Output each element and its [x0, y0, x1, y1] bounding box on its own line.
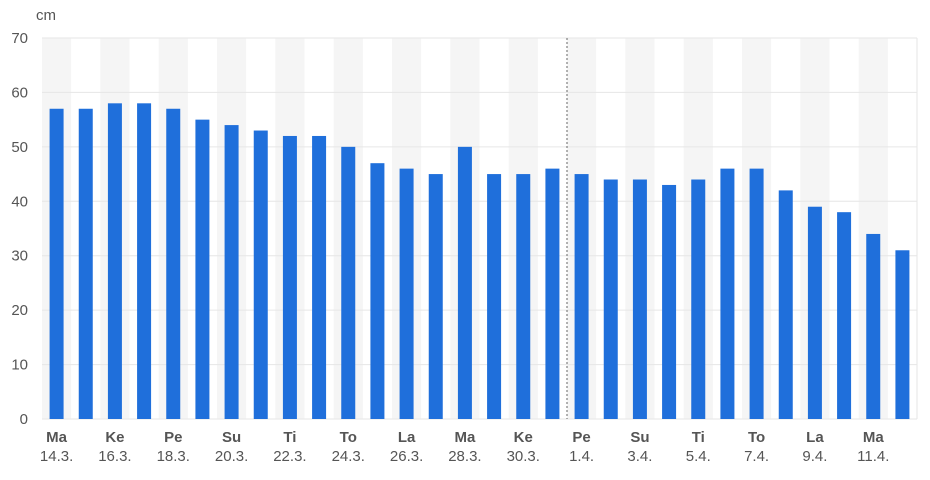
bar-30.3.: [516, 174, 531, 419]
x-label-day: Su: [222, 429, 241, 446]
bar-15.3.: [78, 108, 93, 419]
x-label-date: 24.3.: [332, 448, 365, 465]
gridlines: [42, 37, 918, 420]
x-label-date: 22.3.: [273, 448, 306, 465]
y-tick-label: 30: [11, 248, 28, 265]
x-label-date: 16.3.: [98, 448, 131, 465]
x-label-day: Ma: [454, 429, 475, 446]
bar-29.3.: [487, 174, 502, 419]
bar-1.4.: [574, 174, 589, 419]
bar-18.3.: [166, 108, 181, 419]
x-label-date: 1.4.: [569, 448, 594, 465]
x-label-day: Ke: [514, 429, 533, 446]
y-tick-label: 10: [11, 357, 28, 374]
bars: [49, 103, 910, 420]
x-label-date: 30.3.: [507, 448, 540, 465]
x-label-day: Ti: [692, 429, 705, 446]
bar-12.4.: [895, 250, 910, 419]
x-label-day: Pe: [164, 429, 182, 446]
y-axis-ticks: 0 10 20 30 40 50 60 70: [11, 30, 28, 428]
bar-26.3.: [399, 168, 414, 419]
x-label-date: 26.3.: [390, 448, 423, 465]
x-label-day: Pe: [572, 429, 590, 446]
bar-14.3.: [49, 108, 64, 419]
x-label-date: 5.4.: [686, 448, 711, 465]
y-tick-label: 0: [20, 411, 28, 428]
y-tick-label: 20: [11, 302, 28, 319]
x-label-date: 28.3.: [448, 448, 481, 465]
bar-8.4.: [778, 190, 793, 419]
x-label-day: Ti: [283, 429, 296, 446]
x-label-day: To: [748, 429, 765, 446]
bar-11.4.: [866, 233, 881, 419]
bar-19.3.: [195, 119, 210, 420]
bar-3.4.: [632, 179, 647, 419]
x-label-date: 11.4.: [857, 448, 889, 465]
bar-4.4.: [662, 184, 677, 419]
x-label-day: Ma: [863, 429, 884, 446]
bar-9.4.: [807, 206, 822, 419]
bar-10.4.: [837, 212, 852, 419]
bar-20.3.: [224, 125, 239, 419]
bar-27.3.: [428, 174, 443, 419]
bar-24.3.: [341, 146, 356, 419]
x-axis-labels: Ma 14.3. Ke 16.3. Pe 18.3. Su 20.3. Ti 22.3. To 24.…: [40, 429, 889, 465]
y-axis-unit-label: cm: [36, 7, 56, 24]
x-label-date: 20.3.: [215, 448, 248, 465]
x-label-day: Su: [630, 429, 649, 446]
bar-17.3.: [137, 103, 152, 420]
x-label-date: 14.3.: [40, 448, 73, 465]
x-label-date: 18.3.: [157, 448, 190, 465]
x-label-date: 3.4.: [627, 448, 652, 465]
bar-5.4.: [691, 179, 706, 419]
bar-16.3.: [107, 103, 122, 420]
x-label-day: Ma: [46, 429, 67, 446]
y-tick-label: 50: [11, 139, 28, 156]
x-label-day: La: [398, 429, 416, 446]
bar-21.3.: [253, 130, 268, 419]
x-label-day: La: [806, 429, 824, 446]
bar-2.4.: [603, 179, 618, 419]
x-label-day: To: [340, 429, 357, 446]
x-label-date: 7.4.: [744, 448, 769, 465]
bar-28.3.: [457, 146, 472, 419]
bar-25.3.: [370, 163, 385, 419]
bar-6.4.: [720, 168, 735, 419]
bar-22.3.: [282, 135, 297, 419]
x-label-day: Ke: [105, 429, 124, 446]
y-tick-label: 40: [11, 193, 28, 210]
x-label-date: 9.4.: [802, 448, 827, 465]
y-tick-label: 60: [11, 84, 28, 101]
bar-7.4.: [749, 168, 764, 419]
y-tick-label: 70: [11, 30, 28, 47]
bar-23.3.: [312, 135, 327, 419]
bar-31.3.: [545, 168, 560, 419]
